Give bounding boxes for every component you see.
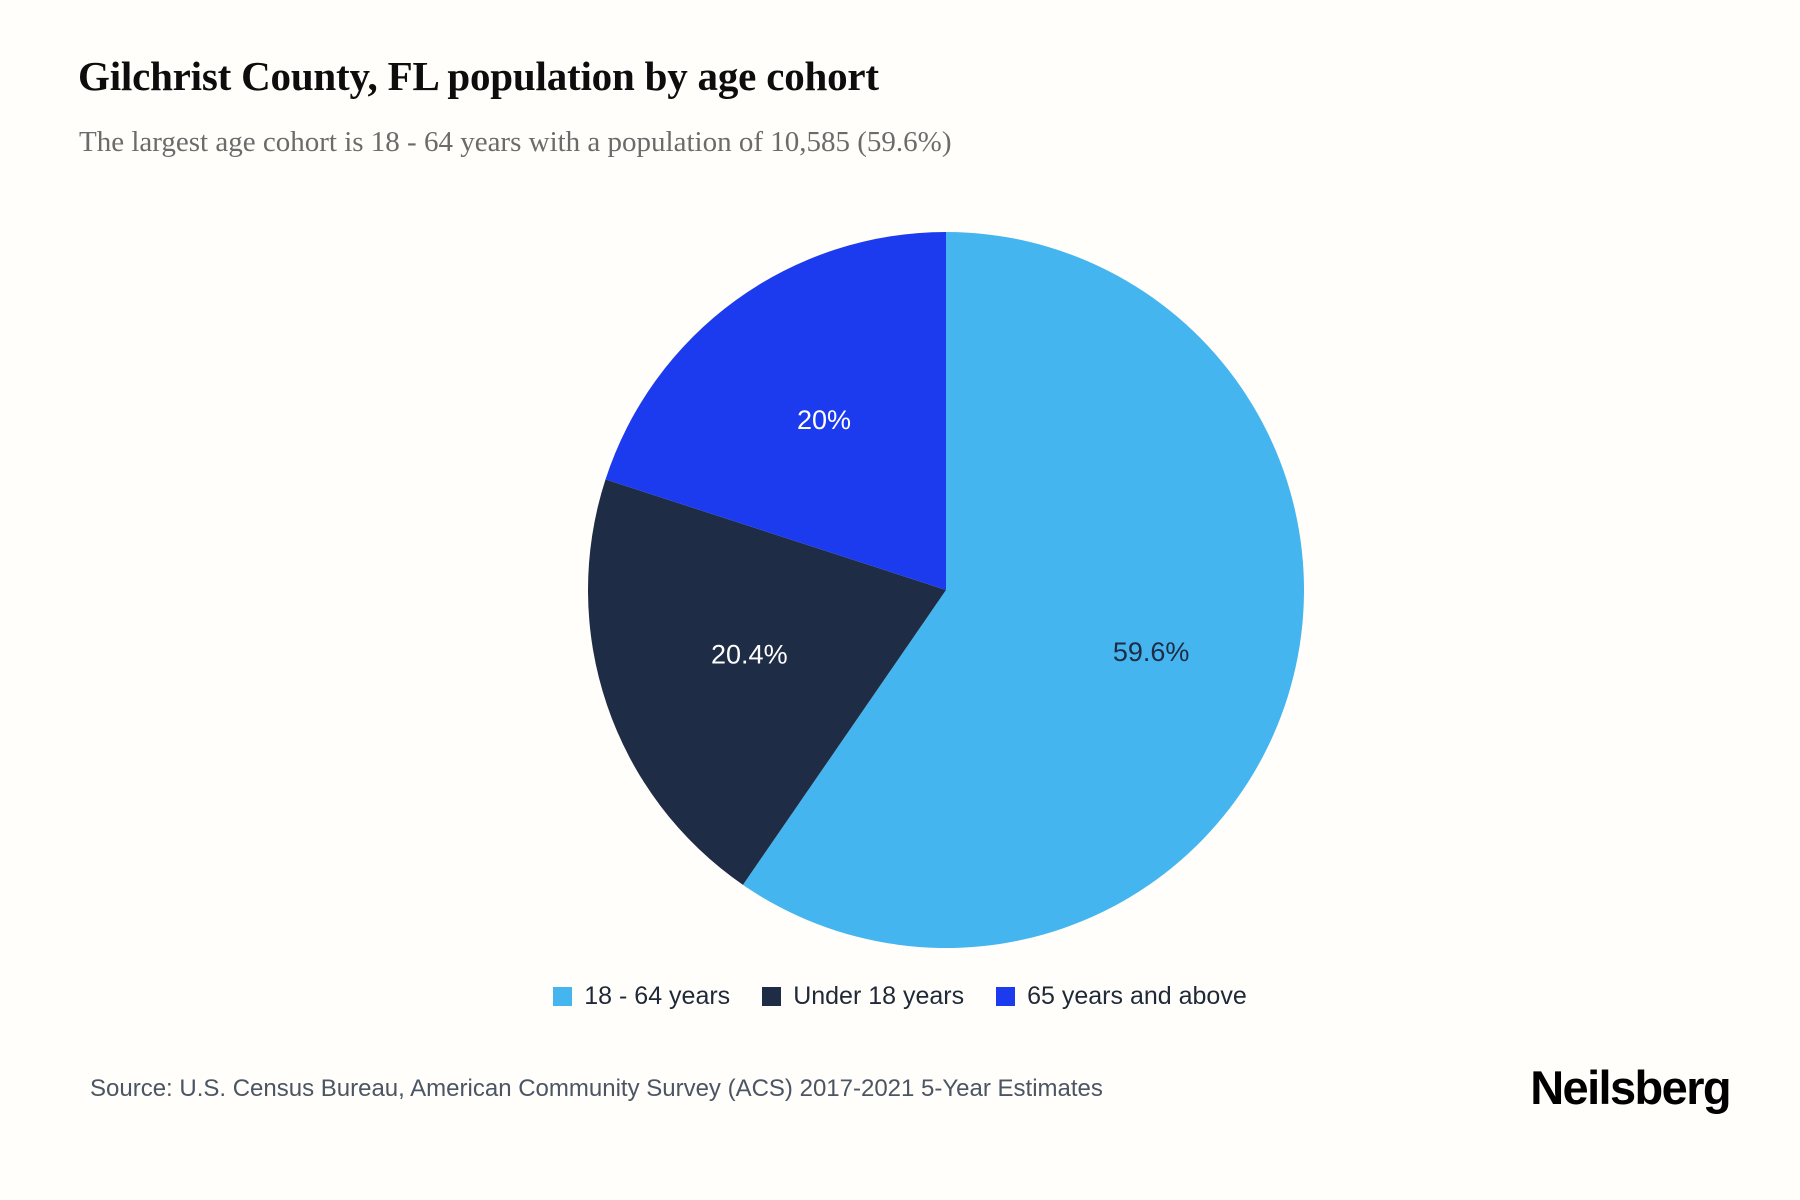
pie-slice[interactable] <box>742 232 1304 948</box>
legend-item-label: 65 years and above <box>1027 982 1247 1010</box>
legend-item-label: 18 - 64 years <box>584 982 731 1010</box>
pie-chart-svg: 59.6% 20.4% 20% <box>588 232 1304 948</box>
legend-swatch-icon <box>762 987 782 1006</box>
pie-slice[interactable] <box>588 479 946 885</box>
legend-item[interactable]: 18 - 64 years <box>553 984 730 1009</box>
pie-slice-label: 20.4% <box>711 640 788 670</box>
pie-label-group: 59.6% 20.4% 20% <box>711 405 1189 670</box>
legend-item[interactable]: 65 years and above <box>996 984 1247 1009</box>
pie-chart: 59.6% 20.4% 20% <box>588 232 1304 948</box>
page-subtitle: The largest age cohort is 18 - 64 years … <box>79 126 952 158</box>
source-note: Source: U.S. Census Bureau, American Com… <box>90 1075 1103 1102</box>
pie-slice-label: 59.6% <box>1113 637 1190 667</box>
chart-legend: 18 - 64 years Under 18 years 65 years and … <box>0 984 1800 1009</box>
page-title: Gilchrist County, FL population by age c… <box>78 53 879 99</box>
pie-slice-label: 20% <box>797 405 851 435</box>
pie-slice-group <box>588 232 1304 948</box>
legend-item[interactable]: Under 18 years <box>762 984 964 1009</box>
legend-swatch-icon <box>996 987 1016 1006</box>
neilsberg-logo: Neilsberg <box>1530 1061 1731 1114</box>
pie-slice[interactable] <box>605 232 946 590</box>
legend-item-label: Under 18 years <box>793 982 965 1010</box>
legend-swatch-icon <box>553 987 573 1006</box>
